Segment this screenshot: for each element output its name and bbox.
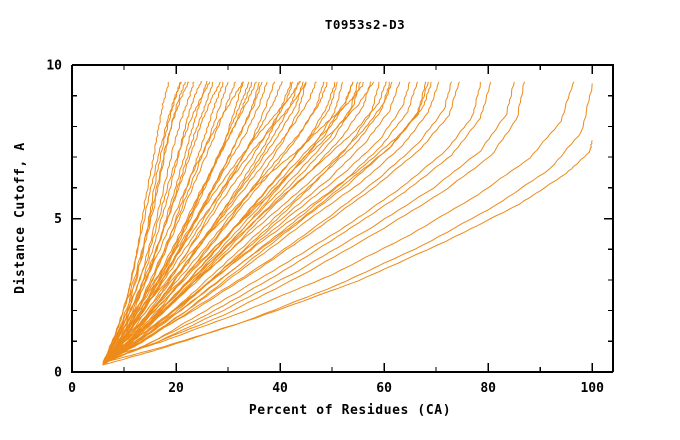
x-tick-label: 40 (272, 381, 288, 396)
data-curve (106, 82, 400, 361)
data-curve (106, 82, 236, 359)
data-curves-group (103, 82, 593, 365)
data-curve (103, 82, 379, 365)
data-curve (103, 82, 223, 365)
y-tick-label: 5 (54, 212, 62, 227)
data-curve (103, 82, 169, 364)
x-axis-tick-labels: 0 20 40 60 80 100 (68, 381, 604, 396)
y-axis-ticks (72, 64, 613, 373)
data-curve (113, 82, 243, 343)
data-curve (105, 82, 262, 361)
data-curve (103, 82, 491, 364)
x-tick-label: 0 (68, 381, 76, 396)
x-axis-title: Percent of Residues (CA) (249, 403, 451, 418)
chart-title: T0953s2-D3 (325, 17, 405, 32)
data-curve (106, 82, 352, 360)
data-curve (105, 82, 480, 362)
data-curve (117, 82, 301, 340)
data-curve (106, 82, 294, 359)
x-axis-ticks (71, 65, 593, 372)
data-curve (109, 82, 387, 355)
x-tick-label: 80 (480, 381, 496, 396)
data-curve (104, 140, 592, 362)
data-curve (106, 82, 574, 358)
data-curve (106, 82, 425, 361)
data-curve (106, 82, 371, 358)
data-curve (103, 83, 593, 365)
x-tick-label: 60 (376, 381, 392, 396)
data-curve (105, 82, 202, 360)
data-curve (104, 82, 460, 361)
x-tick-label: 100 (580, 381, 604, 396)
y-axis-tick-labels: 0 5 10 (46, 59, 62, 381)
data-curve (112, 82, 210, 348)
data-curve (118, 82, 363, 341)
data-curve (104, 82, 428, 363)
data-curve (104, 82, 180, 361)
y-tick-label: 0 (54, 366, 62, 381)
x-tick-label: 20 (168, 381, 184, 396)
data-curve (104, 82, 181, 362)
data-curve (104, 82, 418, 361)
data-curve (106, 82, 207, 357)
data-curve (105, 82, 390, 364)
data-curve (103, 82, 525, 362)
data-curve (106, 82, 190, 357)
data-curve (108, 82, 306, 356)
data-curve (104, 82, 306, 363)
data-curve (104, 82, 257, 360)
data-curve (108, 82, 374, 357)
y-tick-label: 10 (46, 59, 62, 74)
data-curve (104, 82, 194, 359)
y-axis-title: Distance Cutoff, A (13, 142, 28, 294)
data-curve (105, 82, 514, 361)
data-curve (107, 82, 220, 358)
